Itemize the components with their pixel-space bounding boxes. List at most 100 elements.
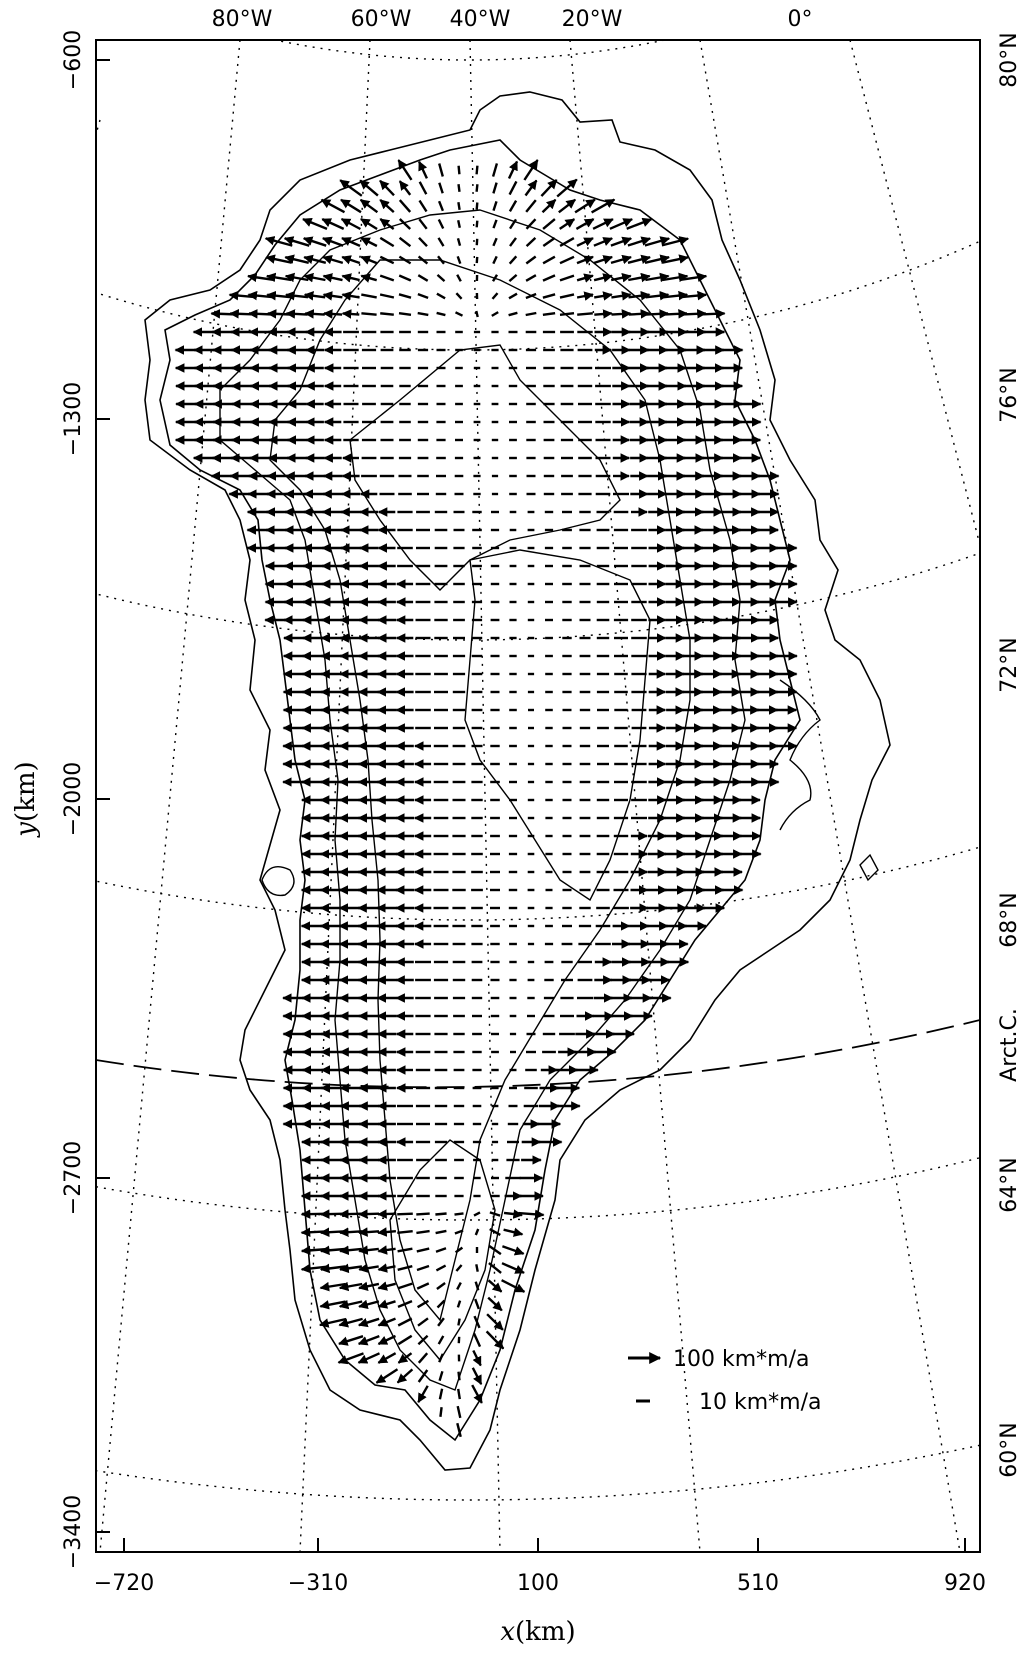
flux-arrow — [593, 255, 614, 265]
east-fjord-contours — [779, 679, 821, 831]
flux-arrow — [418, 181, 428, 195]
arctic-circle-label: Arct.C. — [997, 1008, 1022, 1082]
y-tick-label: −1300 — [61, 382, 86, 456]
flux-arrow — [397, 1212, 413, 1216]
arctic-circle-line — [96, 1019, 980, 1089]
flux-arrow — [360, 236, 378, 248]
flux-arrow — [457, 184, 461, 192]
longitude-label: 60°W — [351, 7, 412, 32]
flux-arrow — [473, 1315, 481, 1329]
flux-arrow — [474, 1228, 480, 1236]
flux-arrow — [322, 236, 344, 247]
meridian-40w — [469, 40, 501, 1552]
flux-arrow — [525, 218, 537, 230]
flux-arrow — [418, 199, 428, 213]
longitude-label: 80°W — [212, 7, 273, 32]
flux-arrow — [508, 311, 518, 317]
flux-arrow — [437, 237, 445, 247]
flux-arrow — [456, 255, 462, 265]
x-axis-title: x(km) — [500, 1617, 575, 1647]
flux-arrow — [418, 218, 428, 230]
flux-arrow — [628, 272, 651, 283]
flux-arrow — [542, 218, 556, 230]
flux-arrow — [644, 254, 670, 264]
flux-arrow — [559, 255, 575, 265]
flux-arrow — [523, 159, 539, 181]
y-tick-label: −2700 — [61, 1141, 86, 1215]
flux-arrow — [508, 255, 518, 265]
flux-arrow — [475, 1264, 479, 1272]
flux-arrow — [475, 220, 479, 228]
flux-arrow — [377, 1245, 396, 1255]
flux-arrow — [437, 218, 445, 230]
flux-arrow — [609, 218, 633, 230]
flux-arrow — [542, 293, 556, 299]
flux-arrow — [576, 291, 594, 301]
flux-arrow — [488, 1262, 502, 1274]
flux-arrow — [697, 308, 726, 319]
flux-arrow — [338, 1209, 363, 1219]
meridian-20w — [569, 40, 701, 1552]
flux-arrow — [417, 1369, 429, 1383]
flux-arrow — [380, 312, 394, 316]
x-tick-label: 510 — [737, 1571, 779, 1596]
flux-arrow — [435, 1212, 447, 1216]
flux-arrow — [475, 202, 479, 210]
y-tick-label: −600 — [61, 30, 86, 90]
flux-arrow — [397, 1299, 413, 1309]
flux-arrow — [508, 292, 518, 300]
ice-margin-contour — [159, 139, 801, 1442]
flux-arrow — [518, 1209, 545, 1220]
summit-contour-north — [349, 344, 621, 591]
flux-arrow — [377, 1263, 396, 1273]
flux-arrow — [559, 293, 575, 299]
x-axis-ticks — [123, 1538, 966, 1552]
flux-arrow — [417, 1352, 429, 1364]
flux-arrow — [341, 291, 360, 301]
flux-arrow — [627, 254, 651, 264]
flux-arrow — [322, 291, 343, 301]
flux-arrow — [474, 1281, 480, 1291]
flux-arrow — [303, 291, 326, 301]
flux-arrow — [322, 309, 343, 319]
longitude-labels: 80°W 60°W 40°W 20°W 0° — [212, 7, 813, 32]
flux-arrow — [486, 1313, 504, 1331]
flux-arrow — [491, 292, 499, 300]
lat-circle-80 — [272, 40, 668, 61]
flux-arrow — [492, 219, 498, 229]
flux-arrow — [542, 274, 556, 282]
flux-arrow — [507, 160, 519, 180]
longitude-label: 0° — [788, 7, 813, 32]
flux-arrow — [377, 1227, 397, 1237]
flux-arrow — [542, 237, 556, 247]
flux-arrow — [525, 274, 537, 282]
flux-arrow — [541, 198, 557, 214]
flux-arrow — [417, 274, 429, 282]
flux-arrow — [540, 179, 558, 197]
flux-arrow — [592, 218, 614, 230]
flux-arrow — [525, 311, 537, 317]
flux-arrow — [379, 274, 395, 282]
flux-arrow — [436, 1299, 446, 1309]
x-tick-label: 920 — [944, 1571, 986, 1596]
island-contour — [261, 866, 295, 897]
flux-arrow — [501, 1279, 526, 1293]
flux-arrow — [485, 1330, 505, 1350]
flux-arrow — [457, 1371, 461, 1381]
flux-arrow — [436, 274, 446, 282]
flux-arrow — [438, 182, 444, 194]
flux-arrow — [379, 199, 395, 213]
flux-arrow — [397, 1317, 413, 1327]
flux-arrow — [358, 1227, 380, 1237]
flux-arrow — [357, 1317, 380, 1328]
flux-arrow — [525, 237, 537, 247]
flux-arrow — [542, 255, 556, 265]
flux-arrow — [379, 218, 395, 230]
flux-arrow — [611, 309, 632, 319]
flux-arrow — [456, 237, 462, 247]
flux-arrow — [341, 273, 360, 283]
flux-arrow — [456, 1422, 462, 1438]
flux-arrow — [593, 237, 613, 247]
flux-arrow — [455, 292, 463, 300]
flux-arrow — [417, 311, 429, 317]
